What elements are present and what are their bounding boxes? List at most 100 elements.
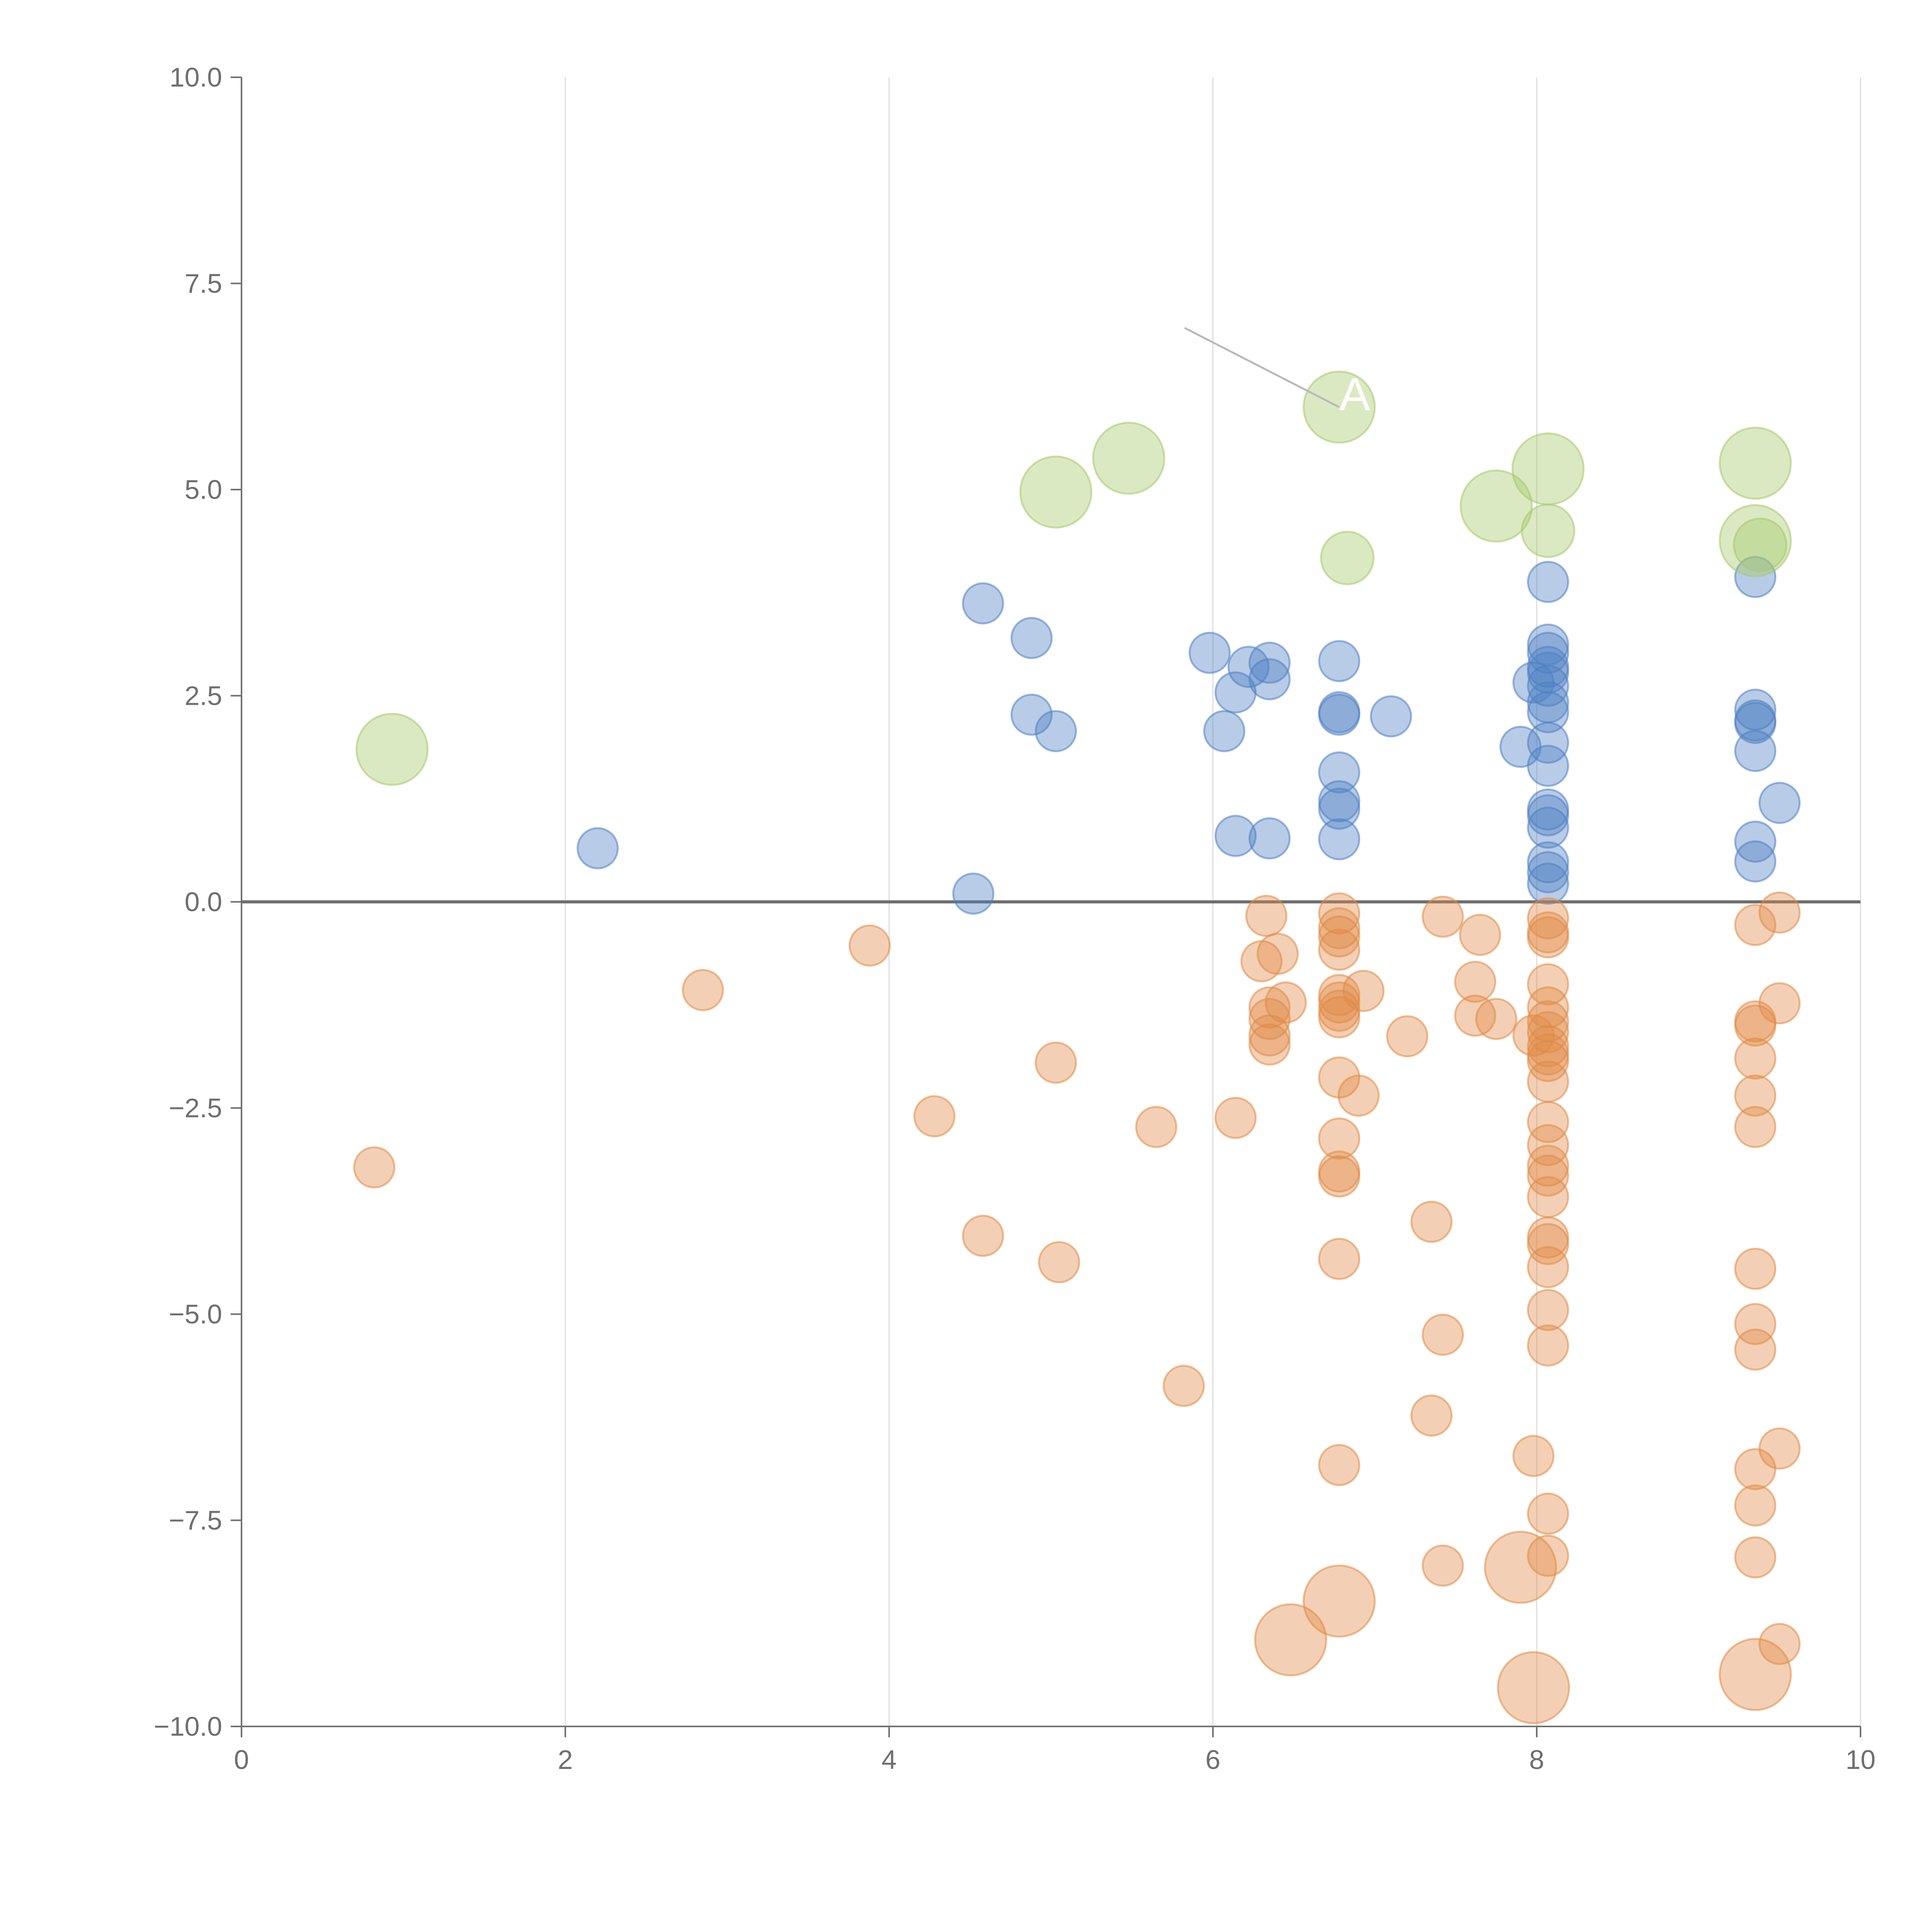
point-negative-large-4 [1719,1638,1792,1711]
point-negative-43 [1475,998,1517,1040]
point-positive-33 [1527,745,1569,787]
point-negative-77 [1734,1328,1777,1371]
point-negative-large-1 [1303,1565,1376,1638]
point-negative-67 [1527,1492,1569,1535]
point-positive-9 [1214,815,1257,857]
point-negative-79 [1734,1484,1777,1527]
point-negative-9 [1214,1097,1257,1139]
x-tick-label-2: 4 [882,1745,897,1775]
point-positive-11 [1248,641,1291,684]
point-positive-large-6 [1719,427,1792,500]
point-positive-16 [1318,694,1361,736]
point-negative-20 [1318,915,1361,958]
point-negative-0 [353,1146,396,1189]
point-negative-45 [1512,1435,1555,1477]
point-negative-12 [1257,932,1299,975]
point-positive-37 [1527,841,1569,884]
point-positive-39 [1527,862,1569,905]
point-positive-13 [1248,817,1291,860]
point-negative-5 [1035,1041,1077,1084]
point-negative-39 [1422,1544,1464,1587]
point-positive-0 [577,827,619,869]
y-tick-label-0: 10.0 [170,62,222,92]
point-negative-76 [1734,1303,1777,1345]
point-negative-64 [1527,1246,1569,1288]
point-negative-2 [849,924,891,967]
point-negative-34 [1386,1015,1429,1058]
point-negative-37 [1422,895,1464,938]
point-negative-84 [1759,1623,1801,1665]
y-tick-label-8: −10.0 [154,1711,222,1742]
point-positive-large-4 [1459,469,1533,543]
point-negative-50 [1527,986,1569,1029]
point-negative-60 [1527,1154,1569,1197]
point-negative-83 [1759,1427,1801,1470]
point-positive-24 [1527,561,1569,603]
point-negative-17 [1248,1023,1291,1066]
point-negative-28 [1342,969,1385,1012]
x-tick-label-1: 2 [558,1745,573,1775]
point-negative-42 [1459,913,1501,956]
y-tick-label-7: −7.5 [169,1505,222,1536]
point-negative-large-0 [1254,1603,1327,1677]
point-negative-35 [1410,1201,1453,1243]
point-negative-large-2 [1484,1531,1557,1604]
y-tick-label-5: −2.5 [169,1093,222,1123]
point-negative-1 [682,969,724,1011]
x-tick-label-4: 8 [1529,1745,1544,1775]
point-negative-69 [1734,904,1777,946]
point-negative-36 [1410,1394,1453,1437]
point-negative-82 [1759,982,1801,1024]
point-negative-6 [1038,1241,1080,1284]
point-negative-49 [1527,963,1569,1005]
point-negative-21 [1318,929,1361,971]
point-positive-35 [1527,794,1569,837]
point-negative-74 [1734,1106,1777,1148]
point-negative-71 [1734,1004,1777,1047]
point-negative-65 [1527,1289,1569,1331]
point-positive-4 [1010,694,1053,736]
point-positive-medium-1 [1520,503,1575,558]
point-negative-18 [1318,892,1361,935]
point-negative-31 [1318,1155,1361,1198]
point-negative-40 [1454,961,1497,1003]
point-negative-32 [1318,1238,1361,1280]
point-negative-66 [1527,1324,1569,1367]
point-negative-4 [962,1214,1004,1257]
point-negative-3 [913,1095,956,1138]
point-negative-63 [1527,1223,1569,1265]
point-negative-8 [1163,1365,1205,1407]
point-negative-75 [1734,1248,1777,1290]
point-positive-1 [952,872,995,915]
x-tick-label-5: 10 [1845,1745,1876,1775]
point-negative-29 [1318,1117,1361,1160]
point-negative-57 [1527,1101,1569,1143]
point-negative-large-3 [1497,1651,1570,1725]
point-negative-25 [1318,996,1361,1039]
x-tick-label-0: 0 [234,1745,249,1775]
point-positive-large-2 [1092,422,1165,495]
point-negative-72 [1734,1037,1777,1080]
point-negative-33 [1318,1444,1361,1486]
point-positive-large-1 [1019,455,1093,529]
point-negative-38 [1422,1313,1464,1356]
points-layer [353,371,1801,1725]
y-tick-label-2: 5.0 [185,474,222,505]
point-negative-48 [1527,916,1569,959]
point-positive-46 [1734,840,1777,883]
point-positive-5 [1035,710,1077,752]
annotation-label: A [1339,369,1370,420]
point-positive-20 [1318,818,1361,861]
annotation-layer: A [1184,327,1370,420]
point-negative-68 [1527,1534,1569,1577]
y-tick-label-3: 2.5 [185,681,222,711]
point-positive-large-0 [355,713,429,786]
point-positive-medium-2 [1733,517,1787,572]
point-positive-47 [1759,782,1801,824]
point-positive-44 [1734,730,1777,772]
point-positive-41 [1734,689,1777,731]
point-negative-80 [1734,1536,1777,1579]
point-negative-52 [1527,1011,1569,1053]
point-positive-large-5 [1511,432,1585,506]
